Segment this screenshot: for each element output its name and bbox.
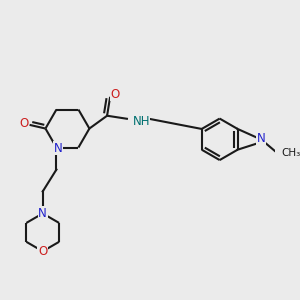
Text: NH: NH <box>132 115 150 128</box>
Text: O: O <box>110 88 120 101</box>
Text: N: N <box>257 132 266 145</box>
Text: N: N <box>54 142 62 155</box>
Text: N: N <box>38 207 47 220</box>
Text: O: O <box>38 245 47 258</box>
Text: CH₃: CH₃ <box>282 148 300 158</box>
Text: O: O <box>20 117 29 130</box>
